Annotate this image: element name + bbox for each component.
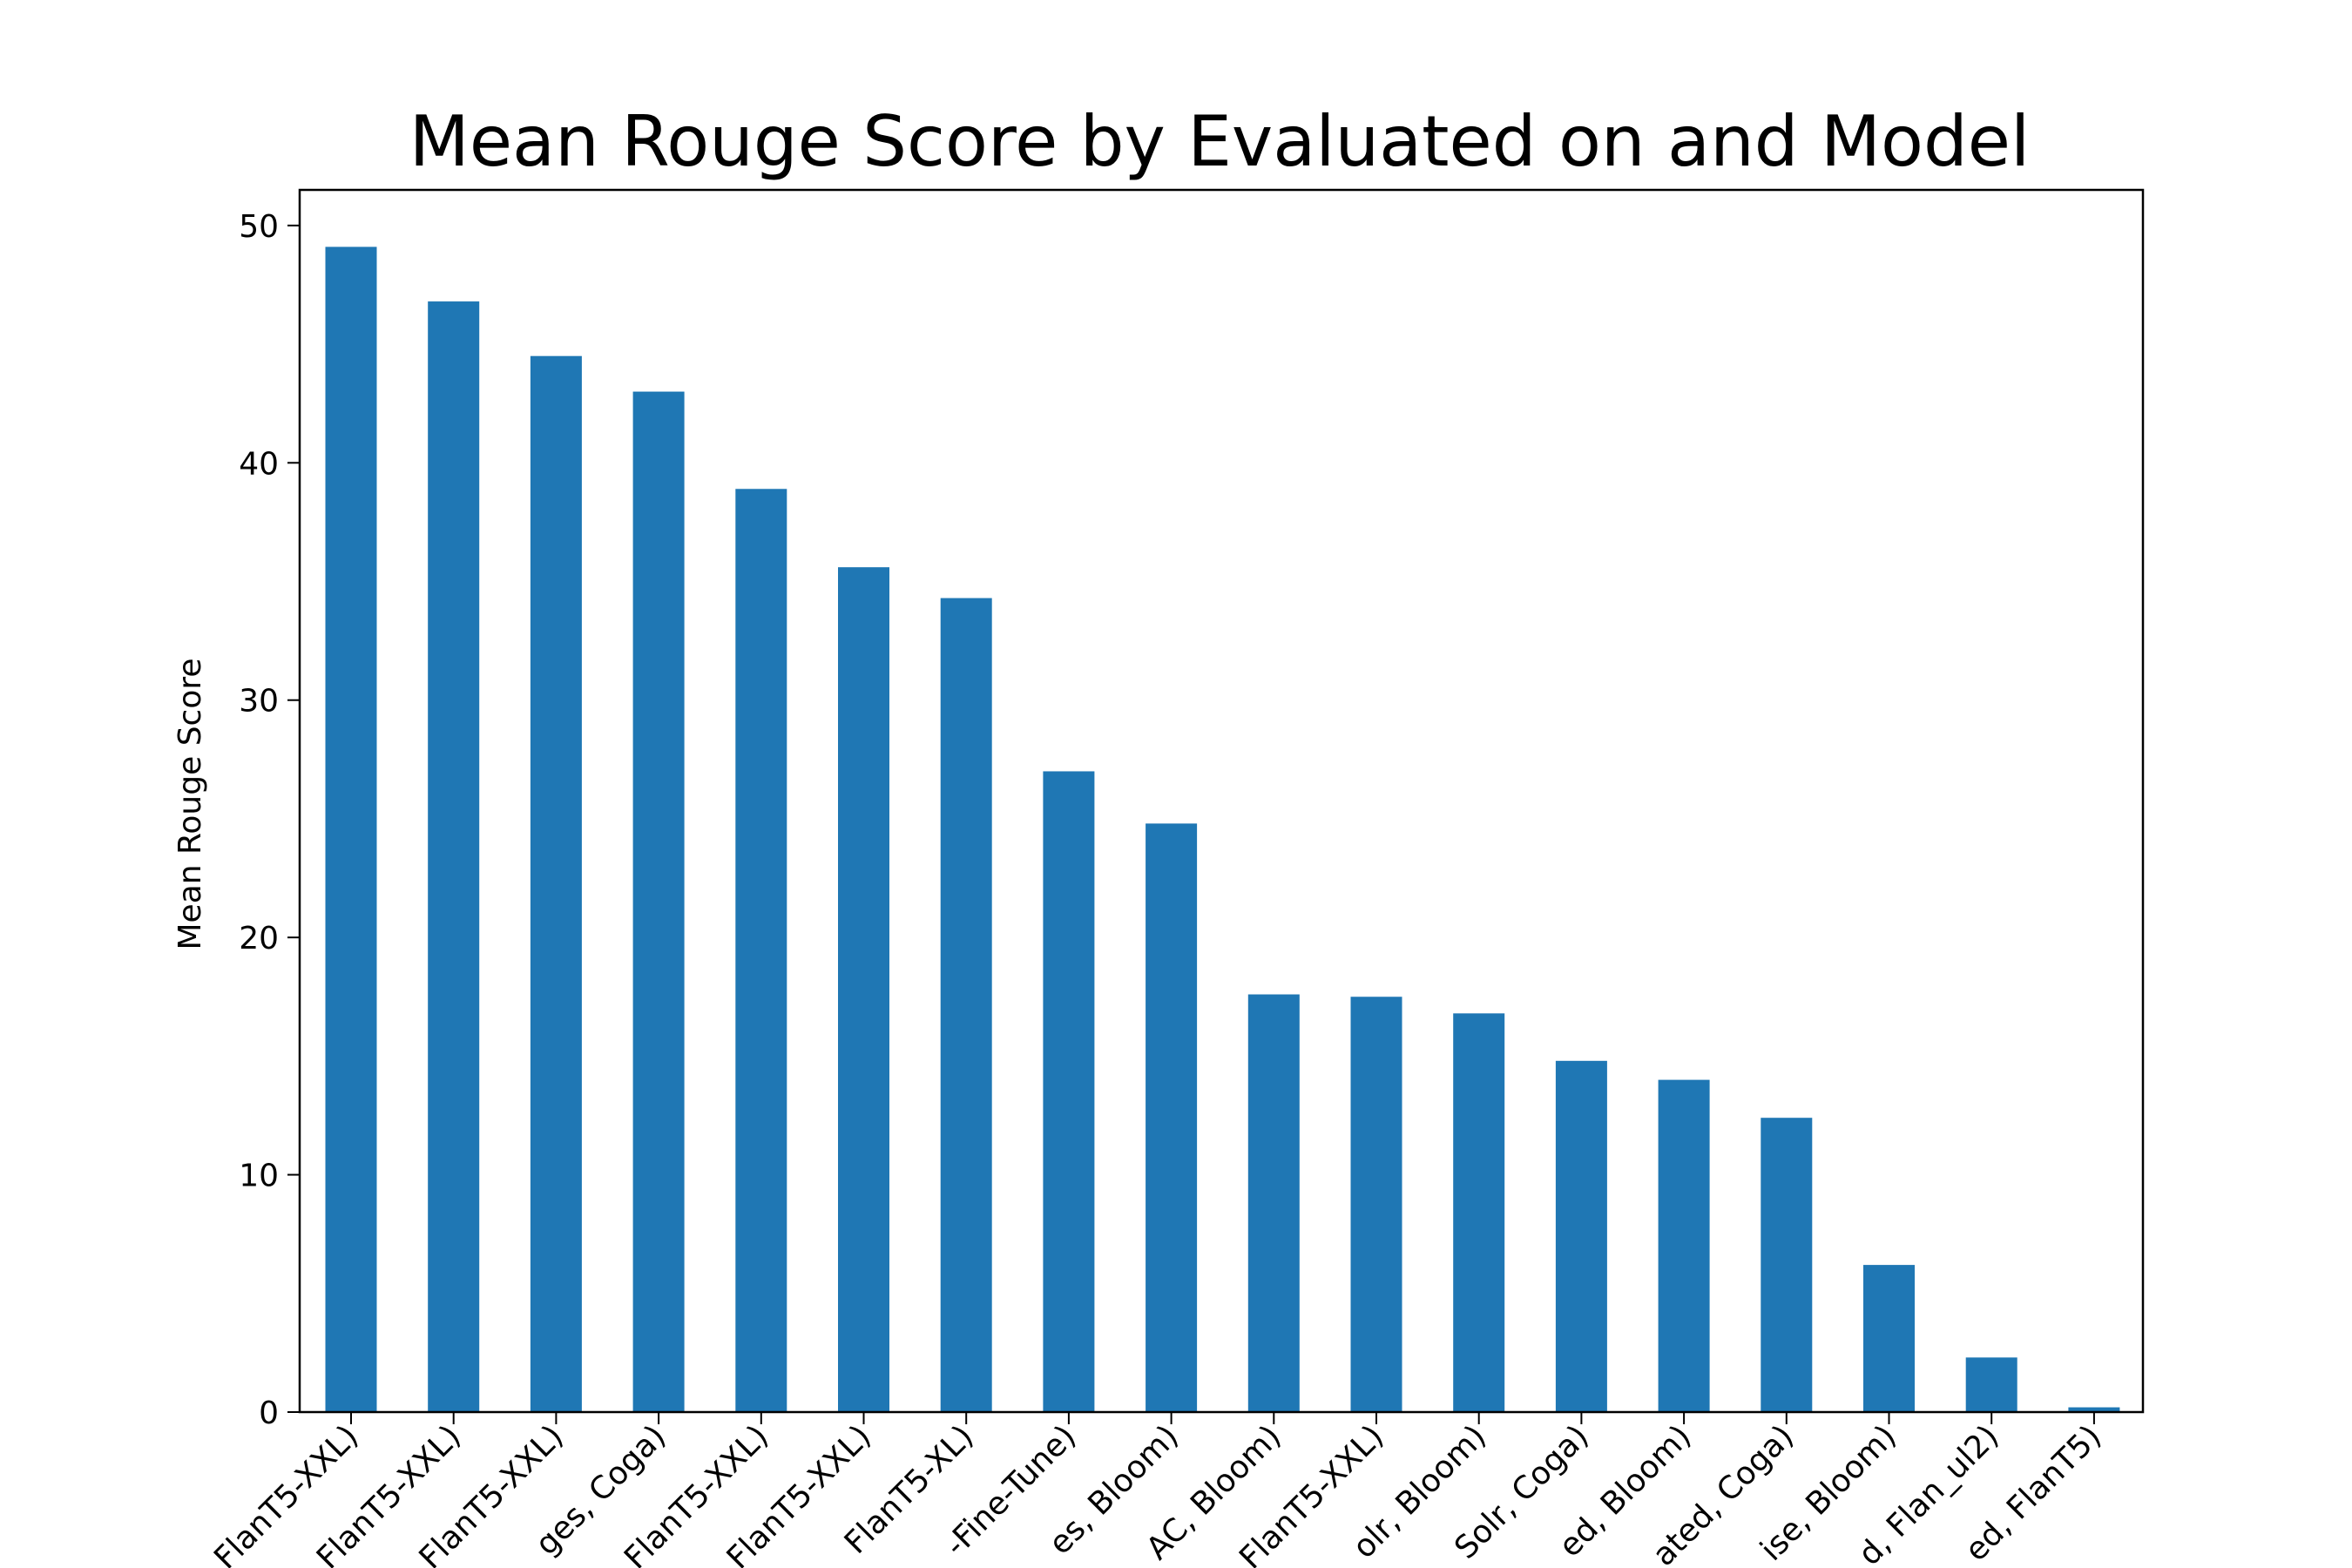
bar xyxy=(1247,994,1300,1412)
bar xyxy=(632,391,685,1412)
bar xyxy=(1146,823,1198,1412)
y-tick-label: 50 xyxy=(239,209,279,245)
bar xyxy=(1965,1357,2017,1412)
bar xyxy=(530,355,582,1413)
y-tick-label: 30 xyxy=(239,684,279,720)
y-tick-label: 10 xyxy=(239,1159,279,1194)
y-tick-label: 20 xyxy=(239,921,279,956)
bar xyxy=(428,301,480,1412)
x-ticks-layer: FlanT5-XXL)FlanT5-XXL)FlanT5-XXL)ges, Co… xyxy=(207,1412,2108,1568)
bar xyxy=(940,598,992,1412)
bar xyxy=(838,567,889,1412)
bar xyxy=(325,247,377,1412)
bar xyxy=(1453,1013,1505,1412)
bar xyxy=(1043,771,1095,1412)
chart-title: Mean Rouge Score by Evaluated on and Mod… xyxy=(409,101,2030,182)
bars-layer xyxy=(325,247,2120,1413)
y-ticks-layer: 0 10 20 30 40 50 xyxy=(239,209,300,1431)
bar xyxy=(1761,1118,1813,1412)
y-axis-label: Mean Rouge Score xyxy=(172,658,208,950)
bar xyxy=(2068,1407,2120,1412)
bar xyxy=(735,489,787,1412)
bar xyxy=(1658,1079,1710,1412)
y-tick-label: 40 xyxy=(239,446,279,482)
y-tick-label: 0 xyxy=(259,1396,279,1431)
bar xyxy=(1863,1265,1915,1412)
bar xyxy=(1555,1060,1607,1412)
plot-frame xyxy=(298,188,2145,1414)
bar xyxy=(1350,997,1402,1412)
